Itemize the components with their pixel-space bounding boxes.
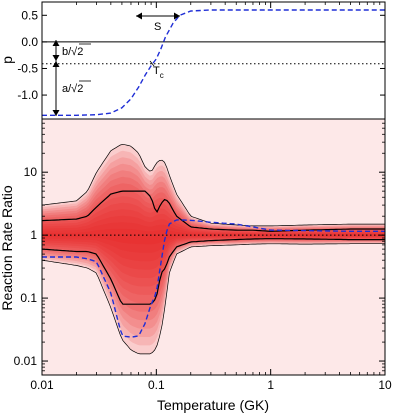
s-arrow bbox=[136, 12, 180, 20]
bottom-x-tick-label: 10 bbox=[378, 378, 392, 392]
inner-upper-contour bbox=[42, 190, 385, 232]
bottom-plot-frame bbox=[41, 118, 386, 376]
top-panel: 0.5 0.0 -0.5 -1.0 p S b/√2 a/√2 Tc bbox=[0, 1, 386, 120]
uncertainty-band-layer bbox=[42, 222, 385, 253]
uncertainty-band-layer bbox=[42, 183, 385, 304]
uncertainty-band-layer bbox=[42, 144, 385, 354]
uncertainty-band-layer bbox=[42, 202, 385, 279]
a-label-text: a/√2 bbox=[62, 83, 83, 95]
uncertainty-band-layer bbox=[42, 150, 385, 346]
bottom-panel: 0.01 0.1 1 10 0.01 0.1 1 10 Temperature (GK) R… bbox=[0, 118, 392, 413]
uncertainty-band-layer bbox=[42, 228, 385, 245]
uncertainty-band-layer bbox=[42, 176, 385, 312]
top-y-tick-label: 0.5 bbox=[21, 8, 38, 22]
top-dashed-curve bbox=[42, 9, 385, 116]
s-label: S bbox=[154, 21, 161, 33]
bottom-x-tick-label: 1 bbox=[267, 378, 274, 392]
a-arrow bbox=[52, 61, 60, 116]
bottom-y-tick-label: 10 bbox=[24, 165, 38, 179]
uncertainty-band-layer bbox=[42, 163, 385, 329]
top-y-tick-label: 0.0 bbox=[21, 35, 38, 49]
b-label: b/√2 bbox=[62, 43, 91, 58]
tc-pointer bbox=[149, 60, 155, 67]
outer-upper-contour bbox=[42, 143, 385, 227]
tc-label: Tc bbox=[153, 65, 164, 80]
a-label: a/√2 bbox=[62, 80, 91, 95]
b-label-text: b/√2 bbox=[62, 46, 83, 58]
dashed-ratio-curve bbox=[42, 219, 385, 338]
top-y-axis-label: p bbox=[0, 56, 15, 64]
uncertainty-band-layer bbox=[42, 196, 385, 287]
x-axis-label: Temperature (GK) bbox=[157, 397, 269, 413]
uncertainty-band-layer bbox=[42, 189, 385, 295]
bottom-y-tick-label: 0.1 bbox=[20, 291, 37, 305]
bottom-y-axis-label: Reaction Rate Ratio bbox=[0, 185, 15, 311]
top-plot-background bbox=[42, 2, 385, 119]
top-y-tick-label: -1.0 bbox=[17, 88, 38, 102]
tc-label-main: T bbox=[153, 65, 160, 77]
outer-lower-contour bbox=[42, 243, 385, 355]
uncertainty-band-layer bbox=[42, 209, 385, 270]
bottom-y-tick-label: 0.01 bbox=[14, 354, 38, 368]
top-y-tick-label: -0.5 bbox=[17, 61, 38, 75]
inner-lower-contour bbox=[42, 238, 385, 305]
bottom-y-tick-label: 1 bbox=[30, 228, 37, 242]
bottom-plot-background bbox=[42, 119, 385, 375]
bottom-x-tick-label: 0.1 bbox=[148, 378, 165, 392]
uncertainty-band-layer bbox=[42, 170, 385, 321]
b-arrow bbox=[52, 40, 60, 61]
tc-label-subscript: c bbox=[160, 71, 164, 80]
bottom-x-tick-label: 0.01 bbox=[30, 378, 54, 392]
uncertainty-band-layer bbox=[42, 215, 385, 262]
uncertainty-bands bbox=[42, 144, 385, 354]
uncertainty-band-layer bbox=[42, 157, 385, 337]
